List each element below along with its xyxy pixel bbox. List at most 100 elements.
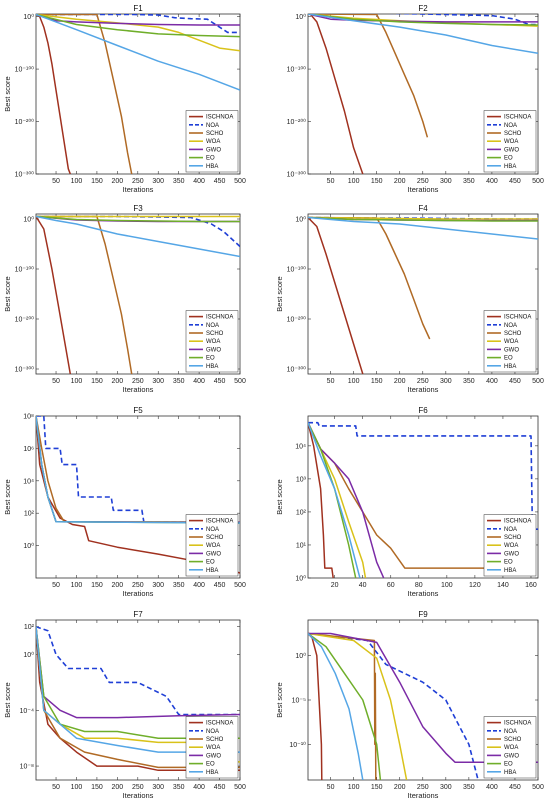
- legend-label-noa: NOA: [206, 527, 219, 533]
- legend-label-woa: WOA: [504, 543, 518, 549]
- legend-label-eo: EO: [206, 156, 215, 162]
- legend-label-scho: SCHO: [504, 535, 522, 541]
- y-tick-label: 10²: [296, 509, 307, 516]
- x-tick-label: 500: [234, 178, 246, 185]
- legend-label-ischnoa: ISCHNOA: [206, 519, 233, 525]
- legend-label-gwo: GWO: [206, 551, 221, 557]
- legend-label-noa: NOA: [504, 323, 517, 329]
- x-tick-label: 100: [348, 178, 360, 185]
- x-axis-label: Iterations: [408, 385, 439, 394]
- x-tick-label: 60: [387, 582, 395, 589]
- x-tick-label: 50: [52, 178, 60, 185]
- series-line-ischnoa: [308, 422, 334, 578]
- x-tick-label: 250: [132, 582, 144, 589]
- x-tick-label: 400: [486, 784, 498, 791]
- y-tick-label: 10⁰: [23, 216, 34, 224]
- x-tick-label: 150: [371, 378, 383, 385]
- legend-label-gwo: GWO: [504, 147, 519, 153]
- legend-label-hba: HBA: [206, 770, 218, 776]
- x-tick-label: 200: [394, 378, 406, 385]
- legend-label-woa: WOA: [504, 139, 518, 145]
- x-axis-label: Iterations: [123, 589, 154, 598]
- x-tick-label: 400: [193, 178, 205, 185]
- series-line-noa: [36, 14, 240, 34]
- y-tick-label: 10⁻¹⁰⁰: [15, 266, 35, 274]
- x-tick-label: 50: [52, 378, 60, 385]
- legend-label-scho: SCHO: [206, 737, 224, 743]
- legend-label-woa: WOA: [206, 745, 220, 751]
- legend-label-woa: WOA: [504, 339, 518, 345]
- y-tick-label: 10⁰: [23, 542, 34, 550]
- x-tick-label: 450: [509, 378, 521, 385]
- x-tick-label: 300: [440, 378, 452, 385]
- chart-title: F6: [418, 406, 428, 415]
- series-line-noa: [36, 215, 240, 248]
- y-tick-label: 10⁻¹⁰⁰: [15, 66, 35, 74]
- legend-label-scho: SCHO: [504, 331, 522, 337]
- legend-label-noa: NOA: [504, 123, 517, 129]
- x-tick-label: 150: [91, 784, 103, 791]
- y-tick-label: 10⁻³⁰⁰: [15, 171, 35, 179]
- series-line-ischnoa: [309, 14, 364, 174]
- legend-label-eo: EO: [504, 156, 513, 162]
- legend-label-ischnoa: ISCHNOA: [504, 519, 531, 525]
- series-group: [308, 14, 538, 174]
- x-tick-label: 400: [486, 378, 498, 385]
- series-line-hba: [36, 626, 240, 753]
- x-tick-label: 120: [469, 582, 481, 589]
- chart-panel-f3: 50 100 150 200 250 300 350 400 450 500 10⁰ 10⁻¹⁰⁰ 10…: [3, 204, 246, 394]
- series-line-noa: [36, 625, 240, 716]
- legend-label-noa: NOA: [206, 323, 219, 329]
- series-group: [36, 215, 240, 374]
- x-tick-label: 200: [394, 784, 406, 791]
- x-tick-label: 100: [441, 582, 453, 589]
- legend: ISCHNOA NOA SCHO WOA GWO EO HBA: [483, 310, 537, 373]
- y-tick-label: 10⁻⁴: [20, 708, 35, 715]
- y-tick-label: 10⁰: [23, 651, 34, 659]
- legend-label-scho: SCHO: [206, 131, 224, 137]
- legend-label-gwo: GWO: [206, 147, 221, 153]
- legend-label-eo: EO: [206, 560, 215, 566]
- x-tick-label: 100: [348, 784, 360, 791]
- series-line-hba: [36, 14, 240, 91]
- legend-label-ischnoa: ISCHNOA: [504, 115, 531, 121]
- chart-title: F7: [133, 610, 143, 619]
- x-tick-label: 450: [509, 784, 521, 791]
- y-tick-label: 10⁰: [295, 13, 306, 21]
- x-tick-label: 50: [52, 582, 60, 589]
- x-tick-label: 150: [91, 378, 103, 385]
- y-tick-label: 10⁰: [295, 216, 306, 224]
- legend-label-noa: NOA: [504, 527, 517, 533]
- x-tick-label: 500: [532, 378, 544, 385]
- x-tick-label: 100: [71, 178, 83, 185]
- legend-label-woa: WOA: [206, 339, 220, 345]
- x-tick-label: 500: [532, 784, 544, 791]
- legend-label-eo: EO: [504, 560, 513, 566]
- y-axis-label: Best score: [3, 479, 12, 514]
- legend-label-eo: EO: [206, 356, 215, 362]
- x-tick-label: 300: [440, 178, 452, 185]
- x-tick-label: 300: [152, 378, 164, 385]
- series-line-noa: [308, 421, 538, 531]
- chart-title: F9: [418, 610, 428, 619]
- legend-label-gwo: GWO: [504, 347, 519, 353]
- series-line-hba: [36, 416, 240, 524]
- x-tick-label: 450: [509, 178, 521, 185]
- x-tick-label: 50: [52, 784, 60, 791]
- legend-label-eo: EO: [504, 762, 513, 768]
- y-tick-label: 10³: [296, 476, 307, 483]
- series-line-ischnoa: [36, 216, 72, 374]
- y-tick-label: 10⁶: [23, 446, 34, 453]
- legend-label-noa: NOA: [504, 729, 517, 735]
- x-tick-label: 350: [173, 582, 185, 589]
- legend-label-hba: HBA: [504, 164, 516, 170]
- legend-label-hba: HBA: [504, 770, 516, 776]
- legend-label-hba: HBA: [504, 568, 516, 574]
- y-tick-label: 10⁰: [295, 652, 306, 660]
- legend-label-ischnoa: ISCHNOA: [206, 115, 233, 121]
- series-group: [308, 632, 538, 780]
- series-line-hba: [308, 216, 538, 240]
- x-tick-label: 300: [152, 582, 164, 589]
- y-axis-label: Best score: [3, 276, 12, 311]
